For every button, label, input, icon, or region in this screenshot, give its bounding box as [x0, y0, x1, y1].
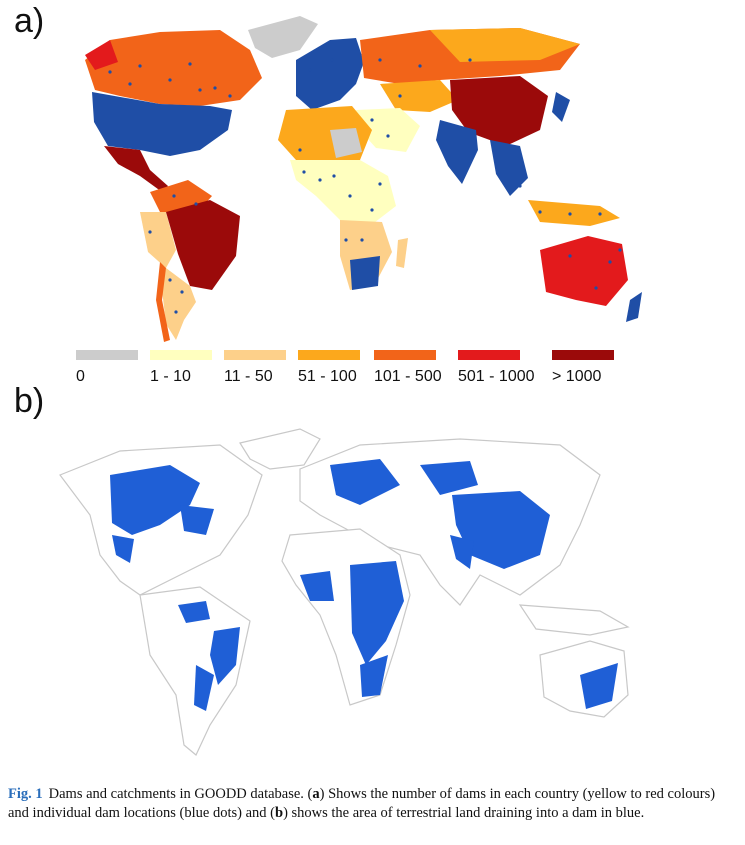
catchment-europe [330, 459, 400, 505]
japan [552, 92, 570, 122]
catchment-areas [110, 459, 618, 711]
west-central-africa [290, 160, 396, 226]
canada [85, 30, 262, 106]
brazil [166, 200, 240, 290]
greenland-outline [239, 428, 321, 470]
legend-swatch-0 [76, 350, 138, 360]
catchment-southern-africa [360, 655, 388, 697]
legend-swatch-1-10 [150, 350, 212, 360]
panel-b-label: b) [14, 382, 45, 420]
catchment-central-america [112, 535, 134, 563]
figure-number: Fig. 1 [8, 786, 43, 802]
legend-item-101-500: 101 - 500 [374, 350, 442, 386]
sahara-gray [330, 128, 362, 158]
catchment-north-america-east [180, 505, 214, 535]
caption-bold-b: b [274, 805, 284, 821]
legend-label-501-1000: 501 - 1000 [458, 368, 535, 385]
alaska [85, 40, 118, 70]
legend-swatch-11-50 [224, 350, 286, 360]
panel-a-label: a) [14, 2, 45, 40]
south-africa [350, 256, 380, 290]
indonesia-outline [518, 604, 630, 636]
usa [92, 92, 232, 156]
legend-item-gt-1000: > 1000 [552, 350, 614, 386]
catchment-north-america [110, 465, 200, 535]
caption-bold-a: a [312, 786, 320, 802]
legend-label-1-10: 1 - 10 [150, 368, 191, 385]
peru-bolivia [140, 212, 176, 268]
legend-swatch-51-100 [298, 350, 360, 360]
china [450, 76, 548, 146]
legend-item-0: 0 [76, 350, 138, 386]
south-america-outline [139, 586, 251, 756]
caption-text-2: ) Shows the number of dams in each count… [8, 786, 716, 821]
dams-per-country-map [85, 16, 642, 342]
legend-item-1-10: 1 - 10 [150, 350, 212, 386]
legend-item-51-100: 51 - 100 [298, 350, 360, 386]
legend-label-11-50: 11 - 50 [224, 368, 273, 385]
catchment-central-africa [350, 561, 404, 665]
legend-swatch-101-500 [374, 350, 436, 360]
catchment-argentina [194, 665, 214, 711]
caption-text-1: Dams and catchments in GOODD database. ( [48, 786, 313, 802]
madagascar [396, 238, 408, 268]
new-zealand [626, 292, 642, 322]
legend-item-11-50: 11 - 50 [224, 350, 286, 386]
russia-east [430, 28, 580, 62]
europe [296, 38, 364, 110]
chile [156, 262, 170, 342]
southeast-asia [490, 140, 528, 196]
catchment-australia [580, 663, 618, 709]
mexico [104, 146, 168, 192]
central-asia [380, 80, 458, 112]
legend: 0 1 - 10 11 - 50 51 - 100 101 - 500 501 … [70, 350, 630, 390]
legend-label-0: 0 [76, 368, 85, 385]
legend-label-51-100: 51 - 100 [298, 368, 357, 385]
greenland [248, 16, 318, 58]
argentina [162, 268, 196, 340]
legend-label-gt-1000: > 1000 [552, 368, 602, 385]
legend-swatch-gt-1000 [552, 350, 614, 360]
legend-swatch-501-1000 [458, 350, 520, 360]
legend-item-501-1000: 501 - 1000 [458, 350, 535, 386]
catchment-asia [452, 491, 550, 569]
catchment-map [59, 428, 630, 756]
indonesia [528, 200, 620, 226]
catchment-russia [420, 461, 478, 495]
catchment-brazil [210, 627, 240, 685]
legend-label-101-500: 101 - 500 [374, 368, 442, 385]
figure-caption: Fig. 1 Dams and catchments in GOODD datab… [8, 785, 738, 823]
australia [540, 236, 628, 306]
catchment-india [450, 535, 474, 569]
india [436, 120, 478, 184]
caption-text-3: ) shows the area of terrestrial land dra… [283, 805, 645, 821]
catchment-west-africa [300, 571, 334, 601]
catchment-south-america-north [178, 601, 210, 623]
dam-location-dots [108, 58, 622, 314]
